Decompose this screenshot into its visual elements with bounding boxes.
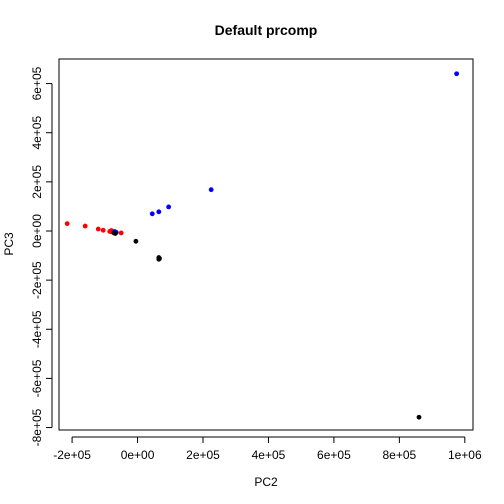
- data-point: [157, 256, 162, 261]
- x-axis-label: PC2: [254, 475, 278, 489]
- data-point: [100, 227, 106, 233]
- y-tick-label: -4e+05: [30, 310, 44, 348]
- y-axis-label: PC3: [2, 232, 16, 256]
- plot-area-border: [58, 58, 474, 431]
- y-tick-label: 4e+05: [30, 116, 44, 150]
- y-tick-label: -2e+05: [30, 261, 44, 299]
- x-tick-label: 1e+06: [448, 448, 482, 462]
- x-tick-label: 0e+00: [121, 448, 155, 462]
- x-tick-label: 8e+05: [383, 448, 417, 462]
- data-point: [64, 221, 70, 227]
- data-point: [156, 209, 162, 215]
- x-tick-label: 4e+05: [252, 448, 286, 462]
- y-axis: -8e+05 -6e+05 -4e+05 -2e+05 0e+00 2e+05 4e+05 6…: [30, 66, 53, 446]
- y-tick-label: -8e+05: [30, 408, 44, 446]
- x-tick-label: -2e+05: [53, 448, 91, 462]
- x-axis: -2e+05 0e+00 2e+05 4e+05 6e+05 8e+05 1e+06: [53, 436, 482, 462]
- x-tick-label: 2e+05: [186, 448, 220, 462]
- chart-title: Default prcomp: [215, 22, 318, 38]
- data-point: [416, 414, 422, 420]
- data-point: [112, 231, 118, 236]
- y-tick-label: 0e+00: [30, 214, 44, 248]
- data-point: [166, 204, 172, 210]
- data-point: [133, 238, 139, 244]
- data-point: [95, 226, 101, 232]
- data-points: [64, 71, 460, 420]
- y-tick-label: 6e+05: [30, 66, 44, 100]
- y-tick-label: -6e+05: [30, 359, 44, 397]
- y-tick-label: 2e+05: [30, 165, 44, 199]
- data-point: [208, 187, 214, 193]
- x-tick-label: 6e+05: [317, 448, 351, 462]
- data-point: [149, 211, 155, 217]
- data-point: [118, 230, 124, 236]
- data-point: [82, 223, 88, 229]
- data-point: [454, 71, 460, 77]
